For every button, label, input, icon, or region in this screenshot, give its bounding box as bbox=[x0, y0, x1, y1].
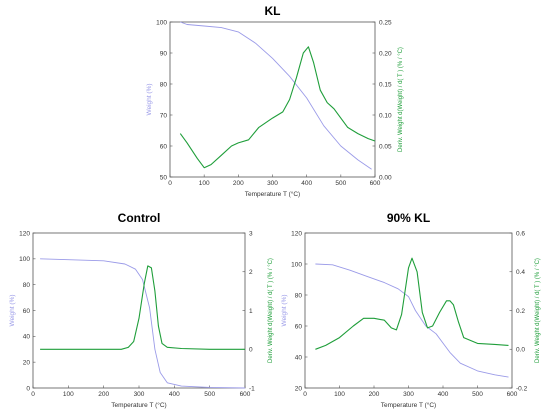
y-tick-label: 60 bbox=[160, 143, 168, 150]
x-tick-label: 400 bbox=[438, 391, 449, 398]
y-tick-label: 40 bbox=[295, 354, 303, 361]
y-tick-label: 70 bbox=[160, 112, 168, 119]
y2-tick-label: 0.4 bbox=[516, 269, 525, 276]
x-axis-label: Temperature T (°C) bbox=[381, 401, 436, 409]
weight-line bbox=[180, 21, 372, 170]
x-axis-label: Temperature T (°C) bbox=[111, 401, 166, 409]
x-axis-label: Temperature T (°C) bbox=[245, 190, 300, 198]
x-tick-label: 0 bbox=[303, 391, 307, 398]
y2-tick-label: 0.20 bbox=[379, 50, 392, 57]
y2-axis-label: Deriv. Weight d(Weight) / d( T ) (% / °C… bbox=[535, 258, 541, 363]
x-tick-label: 200 bbox=[98, 391, 109, 398]
chart-title: KL bbox=[265, 4, 281, 18]
x-tick-label: 300 bbox=[267, 180, 278, 187]
y-tick-label: 60 bbox=[295, 323, 303, 330]
y-axis-label: Weight (%) bbox=[9, 294, 16, 326]
y2-tick-label: 0.0 bbox=[516, 347, 525, 354]
weight-line bbox=[315, 263, 509, 378]
x-tick-label: 200 bbox=[369, 391, 380, 398]
y-tick-label: 100 bbox=[291, 261, 302, 268]
y2-tick-label: 0.05 bbox=[379, 143, 392, 150]
derivative-weight-line bbox=[40, 265, 245, 350]
y2-tick-label: -0.2 bbox=[516, 385, 528, 392]
y2-tick-label: 0.00 bbox=[379, 174, 392, 181]
y2-axis-label: Deriv. Weight d(Weight) / d( T ) (% / °C… bbox=[398, 47, 404, 152]
y-tick-label: 90 bbox=[160, 50, 168, 57]
y-tick-label: 80 bbox=[160, 81, 168, 88]
y2-tick-label: 0.10 bbox=[379, 112, 392, 119]
plot-frame bbox=[32, 232, 246, 389]
y2-axis-label: Deriv. Weight d(Weight) / d( T ) (% / °C… bbox=[268, 258, 274, 363]
x-tick-label: 600 bbox=[240, 391, 251, 398]
y-tick-label: 40 bbox=[23, 334, 31, 341]
y-tick-label: 120 bbox=[291, 230, 302, 237]
x-tick-label: 300 bbox=[134, 391, 145, 398]
y-tick-label: 20 bbox=[23, 359, 31, 366]
x-tick-label: 0 bbox=[31, 391, 35, 398]
chart-panel-2: 90% KL 0 100 200 300 400 500 600 20 40 60 80 100 120 -… bbox=[281, 211, 541, 409]
x-tick-label: 0 bbox=[168, 180, 172, 187]
y2-tick-label: -1 bbox=[249, 385, 255, 392]
y-tick-label: 80 bbox=[23, 282, 31, 289]
y2-tick-label: 0.2 bbox=[516, 308, 525, 315]
x-tick-label: 600 bbox=[507, 391, 518, 398]
y-tick-label: 100 bbox=[19, 256, 30, 263]
y2-tick-label: 0 bbox=[249, 347, 253, 354]
y-tick-label: 100 bbox=[156, 19, 167, 26]
x-tick-label: 300 bbox=[403, 391, 414, 398]
x-tick-label: 100 bbox=[334, 391, 345, 398]
y-tick-label: 60 bbox=[23, 308, 31, 315]
chart-title: Control bbox=[118, 211, 161, 225]
y-axis-label: Weight (%) bbox=[281, 294, 288, 326]
y-tick-label: 50 bbox=[160, 174, 168, 181]
chart-title: 90% KL bbox=[387, 211, 430, 225]
x-tick-label: 100 bbox=[63, 391, 74, 398]
y2-tick-label: 3 bbox=[249, 230, 253, 237]
y2-tick-label: 0.15 bbox=[379, 81, 392, 88]
x-tick-label: 400 bbox=[301, 180, 312, 187]
x-tick-label: 500 bbox=[204, 391, 215, 398]
x-tick-label: 200 bbox=[233, 180, 244, 187]
y2-tick-label: 0.25 bbox=[379, 19, 392, 26]
y2-tick-label: 0.6 bbox=[516, 230, 525, 237]
y-axis-label: Weight (%) bbox=[146, 83, 153, 115]
x-tick-label: 600 bbox=[370, 180, 381, 187]
y-tick-label: 80 bbox=[295, 292, 303, 299]
y-tick-label: 120 bbox=[19, 230, 30, 237]
plot-frame bbox=[304, 232, 513, 389]
y2-tick-label: 2 bbox=[249, 269, 253, 276]
chart-panel-0: KL 0 100 200 300 400 500 600 50 60 70 80 90 100 0.00 0.… bbox=[146, 4, 404, 198]
plot-frame bbox=[169, 21, 376, 178]
weight-line bbox=[40, 258, 246, 389]
x-tick-label: 500 bbox=[472, 391, 483, 398]
x-tick-label: 500 bbox=[335, 180, 346, 187]
x-tick-label: 100 bbox=[199, 180, 210, 187]
x-tick-label: 400 bbox=[169, 391, 180, 398]
y-tick-label: 0 bbox=[26, 385, 30, 392]
y-tick-label: 20 bbox=[295, 385, 303, 392]
y2-tick-label: 1 bbox=[249, 308, 253, 315]
